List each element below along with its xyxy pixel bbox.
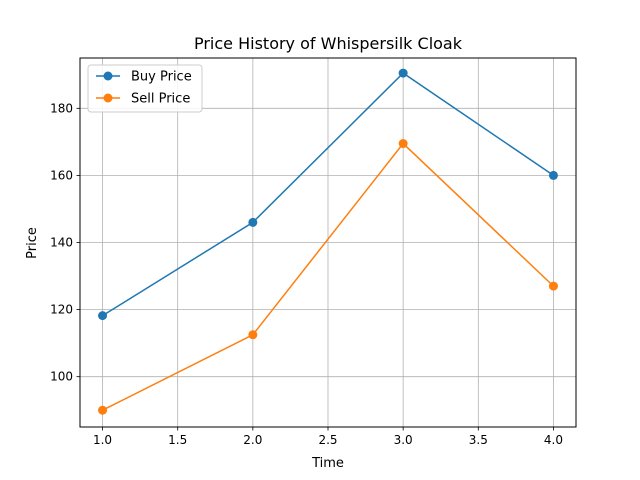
series-line-buy-price (102, 72, 554, 317)
grid-lines (80, 58, 576, 427)
legend-marker-buy-price (103, 71, 113, 81)
x-tick-label: 3.0 (394, 433, 413, 447)
data-point-sell-price (248, 330, 258, 340)
y-tick-label: 180 (50, 101, 73, 115)
y-axis-label: Price (25, 227, 40, 259)
x-tick-label: 2.5 (318, 433, 337, 447)
legend-label-buy-price: Buy Price (131, 70, 192, 85)
y-tick-label: 140 (50, 236, 73, 250)
legend: Buy Price Sell Price (87, 64, 203, 113)
x-axis-label: Time (311, 456, 344, 471)
y-tick-label: 160 (50, 168, 73, 182)
y-tick-label: 120 (50, 303, 73, 317)
y-tick-label: 100 (50, 370, 73, 384)
data-point-buy-price (98, 311, 108, 321)
x-tick-label: 2.0 (243, 433, 262, 447)
x-tick-label: 3.5 (469, 433, 488, 447)
legend-label-sell-price: Sell Price (131, 92, 190, 107)
data-point-sell-price (98, 405, 108, 415)
data-point-sell-price (548, 281, 558, 291)
data-point-buy-price (248, 217, 258, 227)
series-line-sell-price (102, 142, 554, 411)
data-point-buy-price (548, 170, 558, 180)
chart-title: Price History of Whispersilk Cloak (194, 34, 463, 53)
series-layer (98, 68, 558, 415)
x-tick-label: 4.0 (544, 433, 563, 447)
data-point-sell-price (398, 139, 408, 149)
legend-marker-sell-price (103, 93, 113, 103)
x-tick-label: 1.5 (168, 433, 187, 447)
data-point-buy-price (398, 68, 408, 78)
x-tick-label: 1.0 (93, 433, 112, 447)
tick-layer: 1.0 1.5 2.0 2.5 3.0 3.5 4.0 100 120 140 160 180 (50, 101, 563, 447)
